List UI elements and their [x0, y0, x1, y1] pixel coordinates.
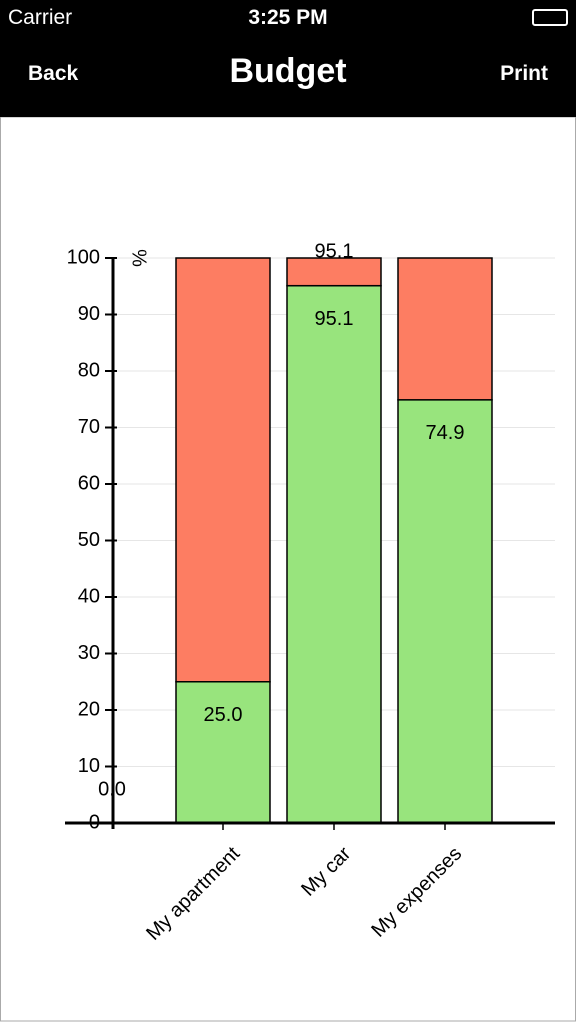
bar-segment — [397, 257, 493, 401]
header: Carrier 3:25 PM Back Budget Print — [0, 0, 576, 117]
y-tick-label: 10 — [78, 755, 100, 777]
clock: 3:25 PM — [248, 6, 328, 29]
y-tick-label: 40 — [78, 585, 100, 607]
back-button[interactable]: Back — [28, 62, 79, 85]
bar-segment — [175, 681, 271, 824]
nav-title: Budget — [229, 52, 347, 90]
print-button[interactable]: Print — [500, 62, 548, 85]
battery — [532, 9, 568, 26]
x-tick-label: My expenses — [367, 843, 466, 942]
y-tick-label: 90 — [78, 303, 100, 325]
value-label: 95.1 — [315, 308, 354, 330]
bar-segment — [286, 257, 382, 287]
bar-segment — [286, 284, 382, 824]
bar-segment — [397, 399, 493, 824]
annotation: 0.0 — [98, 778, 126, 800]
bar-segment — [175, 257, 271, 683]
x-tick-label: My car — [297, 842, 355, 900]
y-tick-label: 20 — [78, 698, 100, 720]
y-tick-label: 80 — [78, 359, 100, 381]
y-axis-label: % — [128, 249, 150, 267]
annotation: 95.1 — [315, 240, 354, 262]
y-tick-label: 70 — [78, 416, 100, 438]
y-tick-label: 50 — [78, 529, 100, 551]
x-tick-label: My apartment — [142, 842, 244, 944]
y-tick-label: 100 — [67, 246, 100, 268]
carrier: Carrier — [8, 6, 73, 29]
chart: 0102030405060708090100%25.095.174.9My ap… — [0, 117, 576, 1022]
y-tick-label: 30 — [78, 642, 100, 664]
y-tick-label: 60 — [78, 472, 100, 494]
value-label: 25.0 — [204, 704, 243, 726]
value-label: 74.9 — [426, 422, 465, 444]
